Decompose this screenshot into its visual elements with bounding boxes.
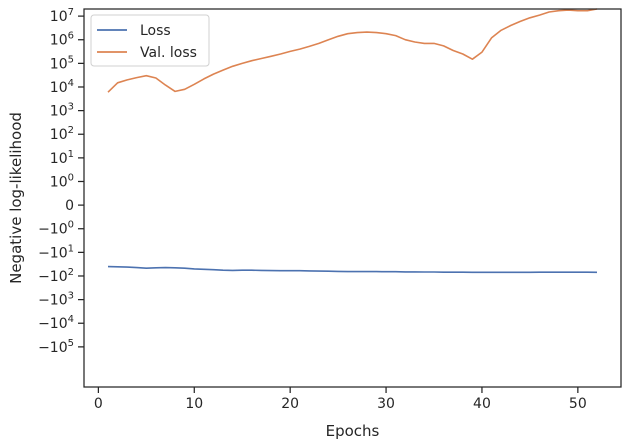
series-line-1 xyxy=(107,8,598,93)
y-tick-label: 104 xyxy=(50,78,74,96)
x-axis-title: Epochs xyxy=(326,422,380,440)
series-line-0 xyxy=(107,265,598,274)
legend-box xyxy=(90,14,210,67)
x-tick-label: 10 xyxy=(185,396,203,412)
plot-frame xyxy=(83,8,622,388)
x-axis: 0 10 20 30 40 50 xyxy=(94,387,587,412)
y-tick-label: 106 xyxy=(50,31,74,49)
y-tick-label: −102 xyxy=(38,267,74,285)
legend-label: Val. loss xyxy=(140,45,197,61)
y-tick-label: 105 xyxy=(50,54,74,72)
y-tick-label: −103 xyxy=(38,291,74,309)
y-tick-label: −101 xyxy=(38,243,74,261)
y-axis-title: Negative log-likelihood xyxy=(7,112,25,284)
y-tick-label: −105 xyxy=(38,338,74,356)
x-tick-label: 50 xyxy=(569,396,587,412)
legend-label: Loss xyxy=(140,23,171,39)
series-layer xyxy=(107,8,598,274)
x-tick-label: 30 xyxy=(377,396,395,412)
y-tick-label: 101 xyxy=(50,149,74,167)
y-tick-label: 0 xyxy=(65,198,74,214)
y-tick-label: 102 xyxy=(50,125,74,143)
y-tick-label: 103 xyxy=(50,102,74,120)
y-tick-label: 100 xyxy=(50,172,74,190)
x-tick-label: 0 xyxy=(94,396,103,412)
y-tick-label: −104 xyxy=(38,314,74,332)
legend: Loss Val. loss xyxy=(90,14,210,67)
y-tick-label: −100 xyxy=(38,220,74,238)
y-axis: 107 106 105 104 103 102 101 100 0 −100 −101 −102 −10… xyxy=(38,7,84,356)
x-tick-label: 20 xyxy=(281,396,299,412)
x-tick-label: 40 xyxy=(473,396,491,412)
y-tick-label: 107 xyxy=(50,7,74,25)
